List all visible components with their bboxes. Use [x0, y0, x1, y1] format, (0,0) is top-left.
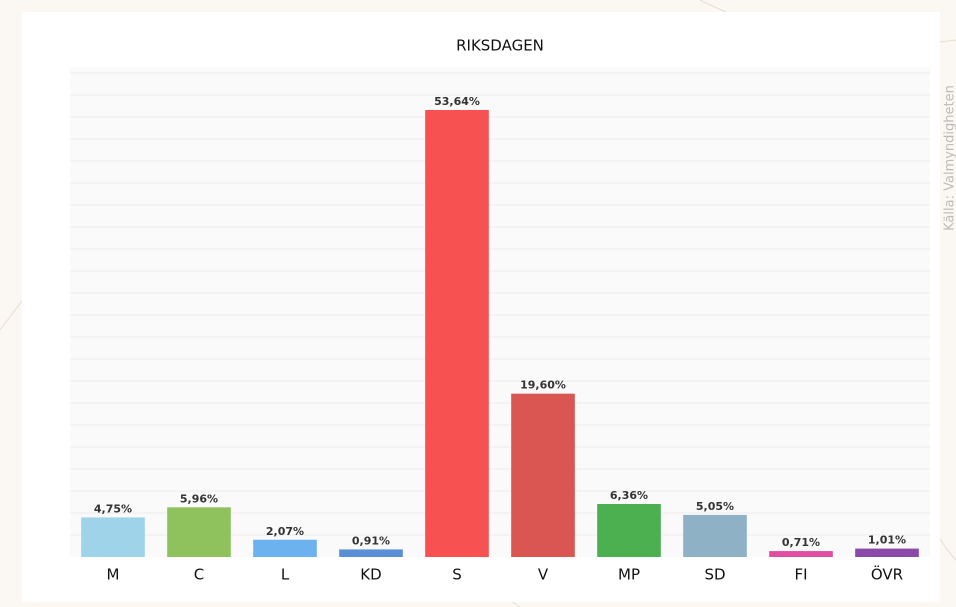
x-tick-label: ÖVR: [871, 565, 903, 584]
x-tick-label: SD: [704, 566, 725, 584]
bar: [339, 549, 403, 557]
bar: [597, 504, 661, 557]
value-label: 4,75%: [94, 502, 132, 515]
bar: [769, 551, 833, 557]
chart-title: RIKSDAGEN: [456, 37, 544, 55]
x-tick-label: C: [194, 566, 204, 584]
plot-area: [70, 67, 930, 557]
bar: [511, 393, 575, 557]
value-label: 2,07%: [266, 525, 304, 538]
value-label: 0,91%: [352, 534, 390, 547]
value-label: 1,01%: [868, 534, 906, 547]
value-label: 53,64%: [434, 95, 480, 108]
value-label: 5,96%: [180, 492, 218, 505]
x-tick-label: M: [107, 566, 120, 584]
x-tick-label: KD: [360, 566, 381, 584]
x-tick-label: V: [538, 566, 549, 584]
value-label: 0,71%: [782, 536, 820, 549]
x-tick-label: MP: [618, 566, 640, 584]
x-tick-label: FI: [794, 566, 807, 584]
bar: [425, 110, 489, 557]
value-label: 5,05%: [696, 500, 734, 513]
bar: [167, 507, 231, 557]
x-tick-label: L: [281, 566, 290, 584]
x-tick-label: S: [452, 566, 462, 584]
bar: [81, 517, 145, 557]
bar: [683, 514, 747, 557]
source: Källa: Valmyndigheten: [943, 85, 956, 231]
bar: [253, 539, 317, 557]
bar: [855, 548, 919, 557]
value-label: 6,36%: [610, 489, 648, 502]
value-label: 19,60%: [520, 379, 566, 392]
